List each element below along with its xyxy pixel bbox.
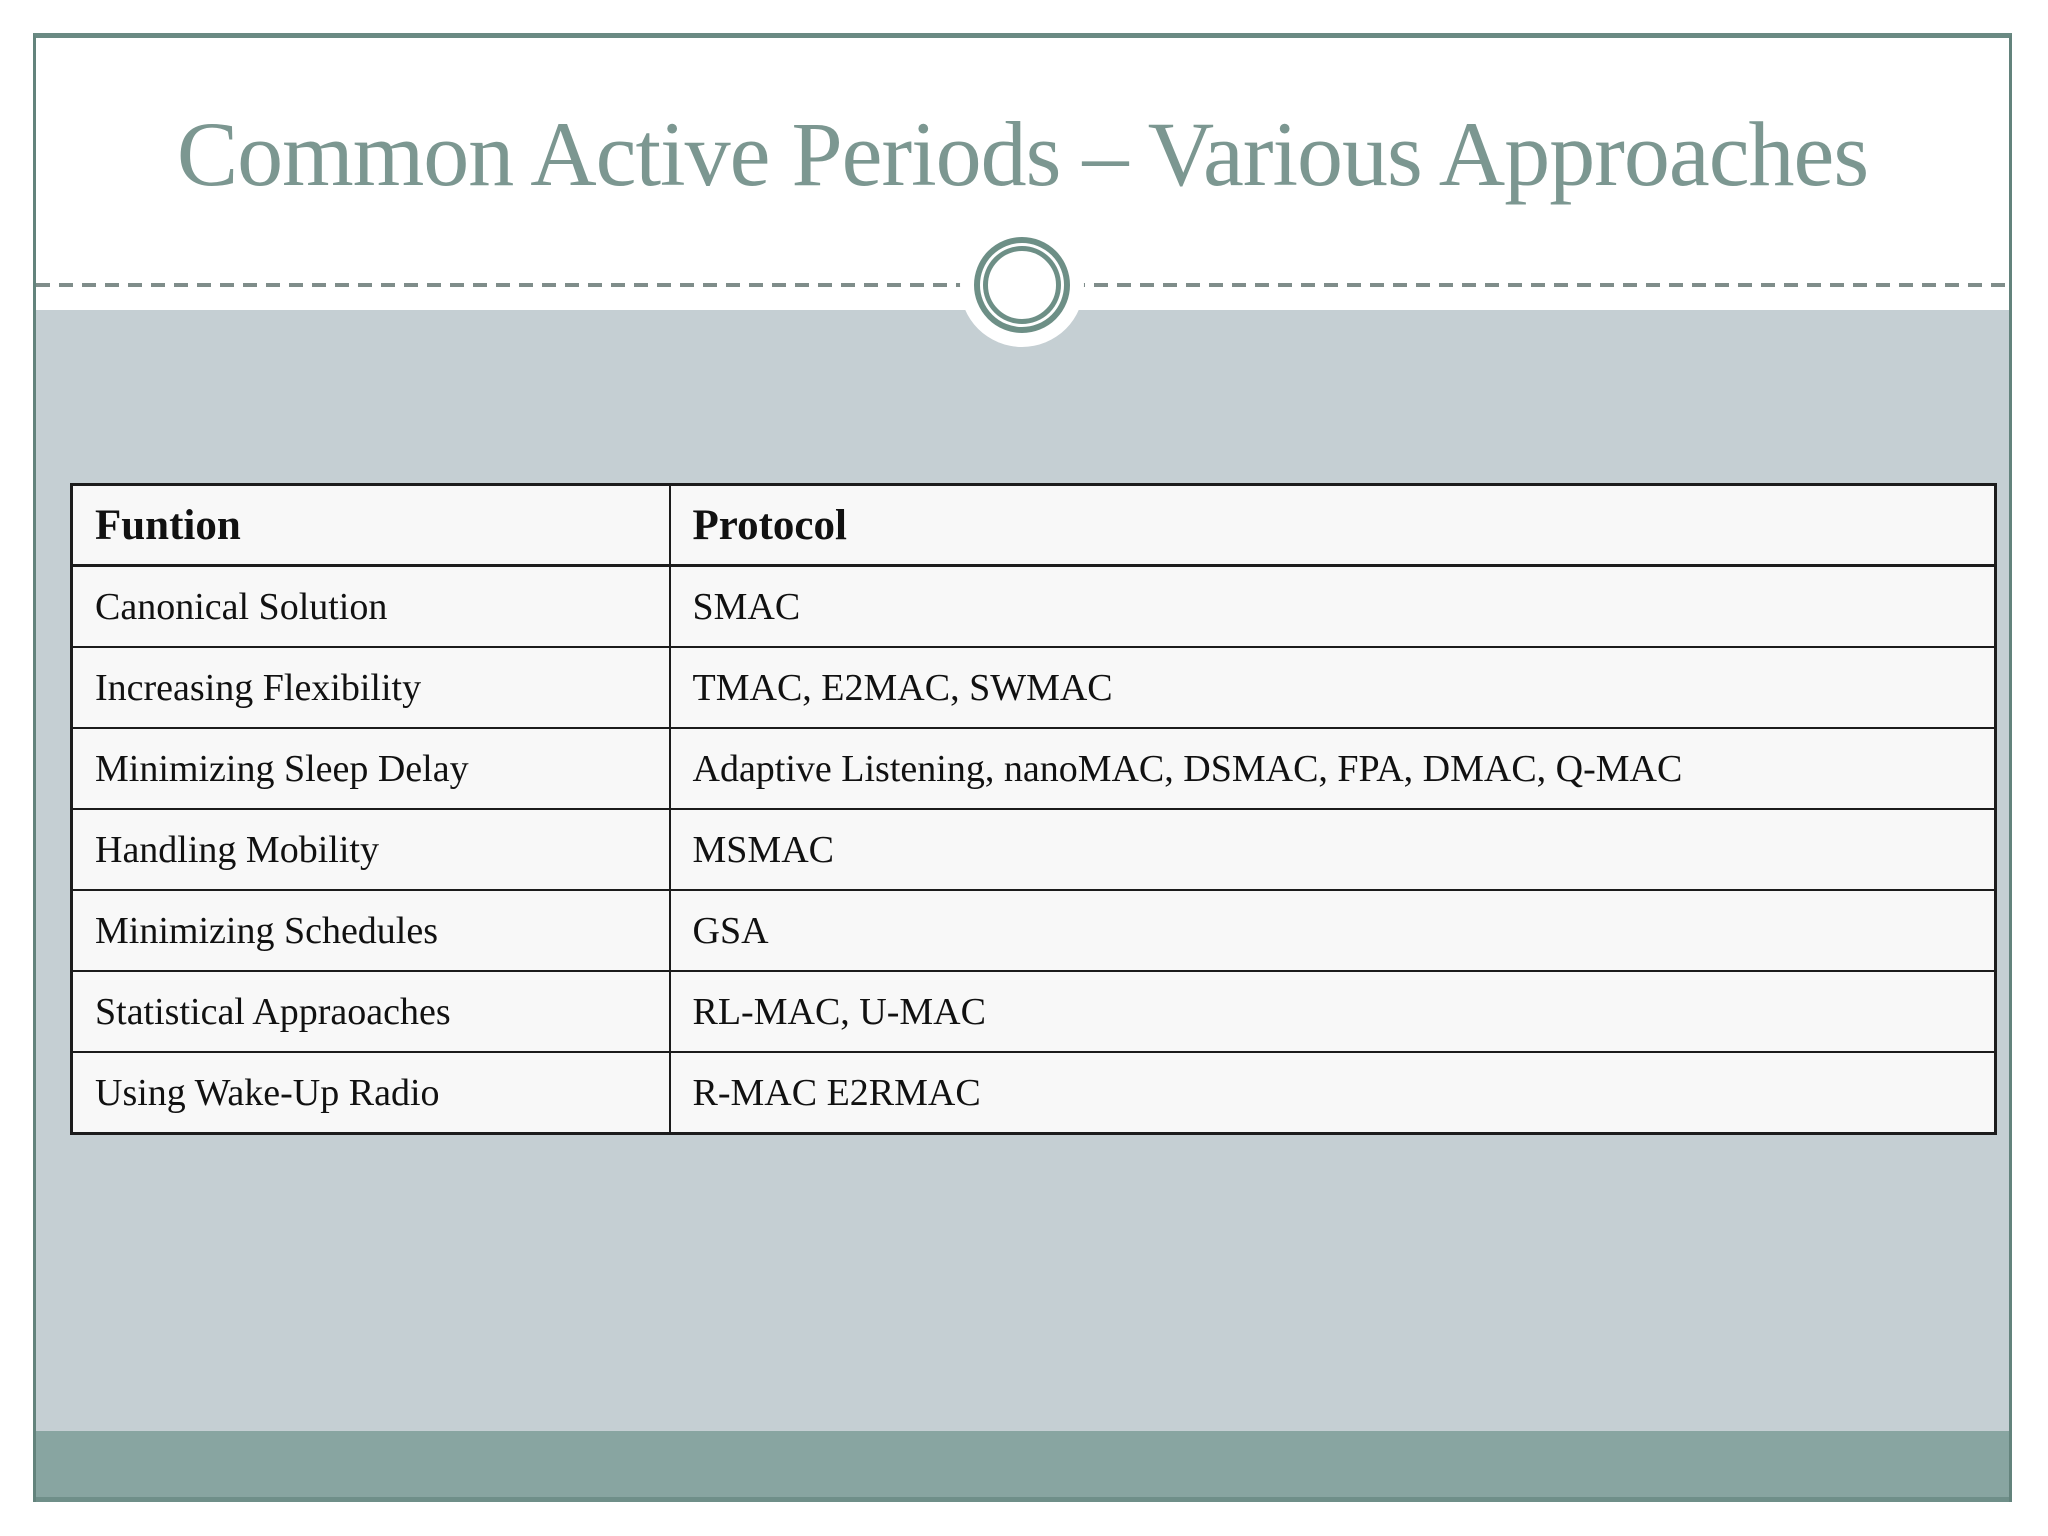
protocol-cell: RL-MAC, U-MAC — [668, 970, 1997, 1053]
slide-frame: Common Active Periods – Various Approach… — [33, 33, 2012, 1502]
protocol-cell: GSA — [668, 889, 1997, 972]
table-row: Canonical Solution SMAC — [70, 564, 1997, 648]
column-header-funtion: Funtion — [70, 483, 671, 567]
table-row: Statistical Appraoaches RL-MAC, U-MAC — [70, 970, 1997, 1053]
table-row: Using Wake-Up Radio R-MAC E2RMAC — [70, 1051, 1997, 1135]
protocol-cell: R-MAC E2RMAC — [668, 1051, 1997, 1135]
protocols-table: Funtion Protocol Canonical Solution SMAC… — [70, 483, 1997, 1135]
function-cell: Increasing Flexibility — [70, 646, 671, 729]
function-cell: Minimizing Schedules — [70, 889, 671, 972]
table-row: Minimizing Sleep Delay Adaptive Listenin… — [70, 727, 1997, 810]
double-circle-ornament-icon — [974, 237, 1070, 333]
table-row: Minimizing Schedules GSA — [70, 889, 1997, 972]
protocol-cell: SMAC — [668, 564, 1997, 648]
protocol-cell: TMAC, E2MAC, SWMAC — [668, 646, 1997, 729]
protocol-cell: MSMAC — [668, 808, 1997, 891]
table-row: Handling Mobility MSMAC — [70, 808, 1997, 891]
function-cell: Using Wake-Up Radio — [70, 1051, 671, 1135]
inner-circle-ring — [983, 246, 1061, 324]
slide-title: Common Active Periods – Various Approach… — [176, 103, 1869, 205]
function-cell: Canonical Solution — [70, 564, 671, 648]
protocol-cell: Adaptive Listening, nanoMAC, DSMAC, FPA,… — [668, 727, 1997, 810]
bottom-accent-band — [36, 1431, 2009, 1502]
column-header-protocol: Protocol — [668, 483, 1997, 567]
function-cell: Handling Mobility — [70, 808, 671, 891]
function-cell: Minimizing Sleep Delay — [70, 727, 671, 810]
table-row: Increasing Flexibility TMAC, E2MAC, SWMA… — [70, 646, 1997, 729]
function-cell: Statistical Appraoaches — [70, 970, 671, 1053]
table-header-row: Funtion Protocol — [70, 483, 1997, 567]
